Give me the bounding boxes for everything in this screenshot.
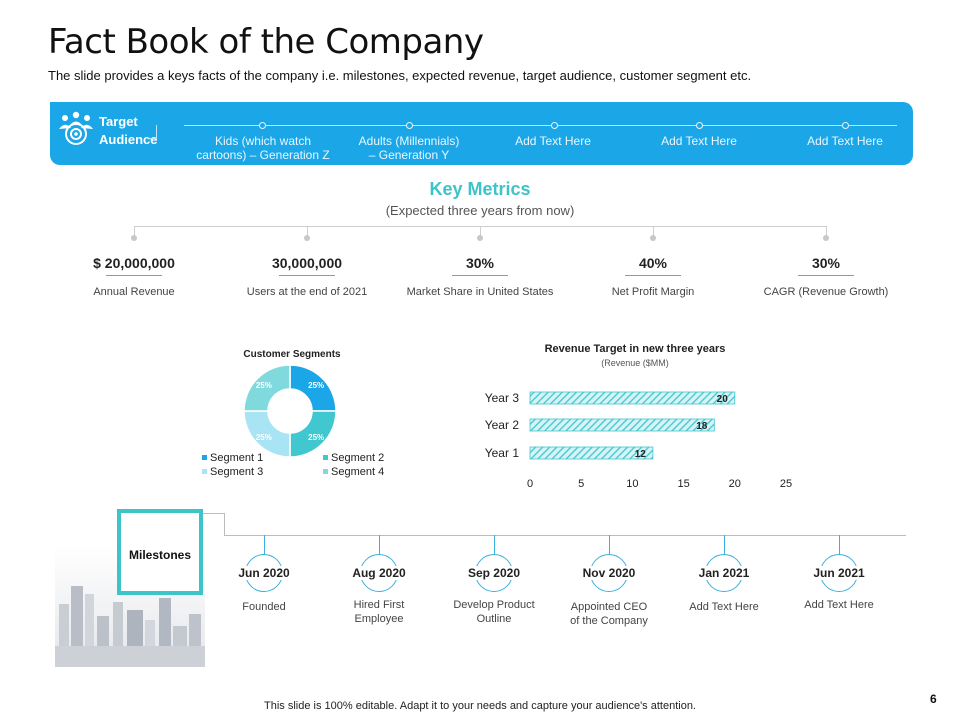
x-tick-label: 10 [626,478,638,490]
key-metrics-title: Key Metrics [429,179,531,199]
audience-dot [406,122,413,129]
audience-dot [696,122,703,129]
milestone-description: Add Text Here [689,601,759,613]
audience-dot [259,122,266,129]
target-audience-band: Target Audience Kids (which watch cartoo… [50,102,913,165]
legend-swatch [323,455,328,460]
target-audience-label: Target Audience [99,114,158,147]
x-tick-label: 25 [780,478,792,490]
legend-entry: Segment 2 [331,452,384,464]
key-metrics-subtitle: (Expected three years from now) [385,203,575,218]
chart-subtitle: (Revenue ($MM) [601,358,669,368]
legend-swatch [202,469,207,474]
metric-value: 30,000,000 [271,255,343,271]
category-label: Year 2 [485,418,520,432]
legend-swatch [323,469,328,474]
slice-data-label: 25% [308,433,324,442]
bar-data-label: 20 [717,394,729,405]
milestone-description: Hired First Employee [353,599,405,625]
milestone-description: Appointed CEO of the Company [570,601,648,627]
slice-data-label: 25% [256,433,272,442]
target-audience-timeline [184,125,897,126]
legend-entry: Segment 3 [210,466,263,478]
audience-dot [842,122,849,129]
slide-subtitle: The slide provides a keys facts of the c… [48,68,752,83]
slice-data-label: 25% [256,381,272,390]
x-tick-label: 5 [578,478,584,490]
metric-label: CAGR (Revenue Growth) [763,286,889,298]
x-tick-label: 20 [729,478,741,490]
metric-value: 30% [465,255,495,271]
metric-label: Users at the end of 2021 [246,286,368,298]
page-number: 6 [930,692,937,706]
bar-data-label: 12 [635,449,647,460]
milestones-box: Milestones [117,509,203,595]
audience-item: Add Text Here [661,134,737,148]
slice-data-label: 25% [308,381,324,390]
milestone-date: Jun 2021 [789,566,889,580]
category-label: Year 3 [485,391,520,405]
milestones-timeline [224,535,906,536]
audience-dot [551,122,558,129]
legend-entry: Segment 1 [210,452,263,464]
slide-title: Fact Book of the Company [48,22,484,62]
milestones-label: Milestones [128,548,191,562]
customer-segments-chart: Customer Segments 25% 25% 25% 25% Segment 1… [202,349,384,478]
x-tick-label: 0 [527,478,533,490]
milestone-date: Aug 2020 [329,566,429,580]
slide-footer: This slide is 100% editable. Adapt it to… [264,700,696,712]
metric-dot [304,235,310,241]
audience-item: Add Text Here [515,134,591,148]
donut-slice [243,364,291,412]
metric-dot [477,235,483,241]
bar [529,418,715,432]
audience-item: Adults (Millennials) – Generation Y [358,134,460,162]
legend-entry: Segment 4 [331,466,384,478]
metric-dot [823,235,829,241]
target-audience-icon [59,111,93,145]
bar [529,446,654,460]
milestone-date: Nov 2020 [559,566,659,580]
metric-value: 30% [811,255,841,271]
bar [529,391,736,405]
legend-swatch [202,455,207,460]
milestone-description: Add Text Here [804,599,874,611]
metric-value: 40% [638,255,668,271]
metric-label: Market Share in United States [406,286,554,298]
milestone-date: Jun 2020 [214,566,314,580]
milestone-date: Sep 2020 [444,566,544,580]
metric-dot [650,235,656,241]
milestone-description: Founded [242,601,286,613]
category-label: Year 1 [485,446,520,460]
metric-label: Net Profit Margin [611,286,695,298]
milestone-date: Jan 2021 [674,566,774,580]
metric-label: Annual Revenue [93,286,175,298]
audience-item: Kids (which watch cartoons) – Generation… [196,134,330,162]
chart-title: Revenue Target in new three years [545,343,726,355]
revenue-target-chart: Revenue Target in new three years (Reven… [485,343,792,490]
milestone-description: Develop Product Outline [453,599,535,625]
audience-item: Add Text Here [807,134,883,148]
bar-data-label: 18 [696,421,708,432]
x-tick-label: 15 [677,478,689,490]
chart-title: Customer Segments [243,349,341,360]
metric-value: $ 20,000,000 [93,255,175,271]
metric-dot [131,235,137,241]
